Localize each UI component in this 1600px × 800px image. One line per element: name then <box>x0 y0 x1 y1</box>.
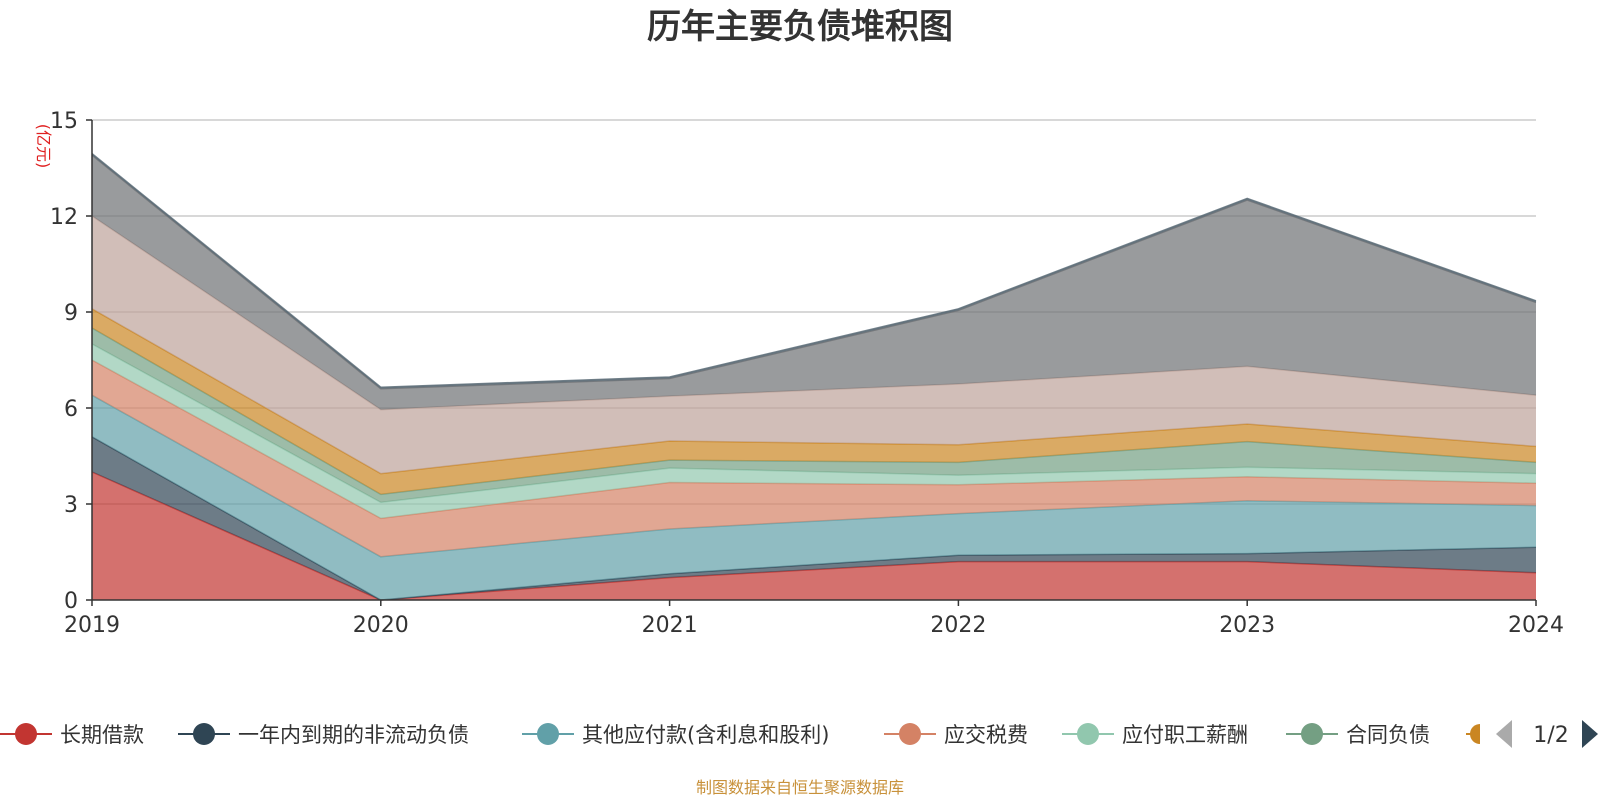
x-tick-label: 2024 <box>1508 613 1564 638</box>
legend-label: 一年内到期的非流动负债 <box>238 723 469 747</box>
legend-item: 应付职工薪酬 <box>1062 723 1248 747</box>
axes: 0 3 6 9 12 15 2019 2020 2021 2022 2023 2024 (亿元) <box>34 109 1564 638</box>
area-应交税费 <box>92 360 1536 557</box>
area-series-7 <box>92 308 1536 495</box>
legend-marker-partial <box>1470 724 1480 744</box>
area-一年内到期的非流动负债 <box>92 436 1536 600</box>
legend-prev-icon[interactable] <box>1496 720 1512 748</box>
y-tick-label: 3 <box>64 493 78 518</box>
x-tick-label: 2020 <box>353 613 409 638</box>
legend-label: 应交税费 <box>944 723 1028 747</box>
y-tick-label: 0 <box>64 589 78 614</box>
area-series-8 <box>92 216 1536 474</box>
legend-marker <box>1077 723 1099 745</box>
y-tick-label: 9 <box>64 301 78 326</box>
area-合同负债 <box>92 328 1536 503</box>
legend-label: 合同负债 <box>1346 723 1430 747</box>
legend-marker <box>1301 723 1323 745</box>
legend-item: 一年内到期的非流动负债 <box>178 723 469 747</box>
legend: 长期借款 一年内到期的非流动负债 其他应付款(含利息和股利) 应交税费 应付职工薪酬 合同… <box>0 720 1598 748</box>
legend-marker <box>537 723 559 745</box>
legend-item: 其他应付款(含利息和股利) <box>522 723 829 747</box>
area-series <box>91 153 1537 601</box>
chart-title: 历年主要负债堆积图 <box>647 7 953 47</box>
source-note: 制图数据来自恒生聚源数据库 <box>695 778 904 797</box>
x-tick-label: 2021 <box>642 613 698 638</box>
x-tick-label: 2019 <box>64 613 120 638</box>
legend-marker <box>899 723 921 745</box>
legend-marker <box>15 723 37 745</box>
legend-next-icon[interactable] <box>1582 720 1598 748</box>
area-应付职工薪酬 <box>92 344 1536 519</box>
area-长期借款 <box>92 472 1536 600</box>
series-line <box>91 153 1537 388</box>
legend-marker <box>193 723 215 745</box>
x-tick-label: 2023 <box>1219 613 1275 638</box>
y-tick-label: 15 <box>50 109 78 134</box>
y-tick-label: 6 <box>64 397 78 422</box>
legend-item: 合同负债 <box>1286 723 1430 747</box>
legend-label: 应付职工薪酬 <box>1122 723 1248 747</box>
legend-label: 其他应付款(含利息和股利) <box>582 723 829 747</box>
y-tick-label: 12 <box>50 205 78 230</box>
y-axis-label: (亿元) <box>34 124 53 169</box>
area-其他应付款(含利息和股利) <box>92 395 1536 600</box>
x-tick-label: 2022 <box>930 613 986 638</box>
legend-item: 应交税费 <box>884 723 1028 747</box>
legend-item: 长期借款 <box>0 723 144 747</box>
area-series-9 <box>92 155 1536 410</box>
legend-label: 长期借款 <box>60 723 144 747</box>
legend-page-indicator: 1/2 <box>1533 723 1568 748</box>
